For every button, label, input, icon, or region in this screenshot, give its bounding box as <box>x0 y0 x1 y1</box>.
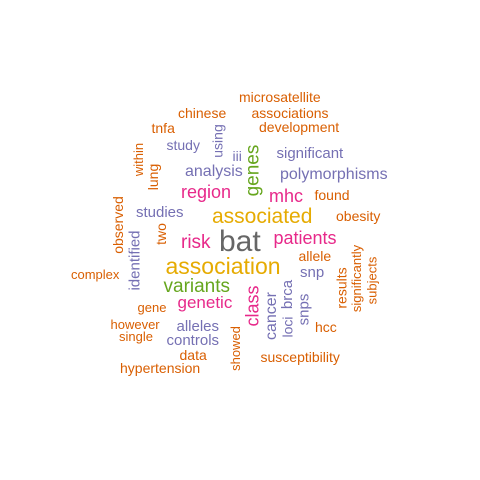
word-genetic: genetic <box>177 292 233 312</box>
word-showed: showed <box>227 325 243 371</box>
word-identified: identified <box>126 229 144 291</box>
word-obesity: obesity <box>336 208 381 224</box>
word-loci: loci <box>279 316 296 338</box>
word-significantly: significantly <box>348 244 364 312</box>
word-observed: observed <box>109 196 126 254</box>
word-bat: bat <box>219 225 261 258</box>
word-using: using <box>209 124 226 158</box>
word-two: two <box>152 223 169 245</box>
word-patients: patients <box>273 228 337 248</box>
word-chinese: chinese <box>178 105 227 121</box>
word-controls: controls <box>166 331 220 349</box>
word-association: association <box>165 252 281 279</box>
word-risk: risk <box>181 231 211 253</box>
word-found: found <box>314 187 350 203</box>
word-tnfa: tnfa <box>151 120 175 136</box>
word-associations: associations <box>251 105 329 121</box>
word-class: class <box>242 285 263 327</box>
word-within: within <box>130 142 146 176</box>
word-study: study <box>166 137 200 153</box>
word-complex: complex <box>71 266 120 282</box>
word-genes: genes <box>242 144 264 196</box>
word-snps: snps <box>295 293 313 325</box>
word-hcc: hcc <box>315 319 337 335</box>
word-snp: snp <box>300 263 325 281</box>
word-microsatellite: microsatellite <box>239 89 321 105</box>
word-polymorphisms: polymorphisms <box>280 166 388 183</box>
word-gene: gene <box>137 299 167 315</box>
word-single: single <box>119 328 153 344</box>
word-variants: variants <box>163 275 231 297</box>
word-associated: associated <box>212 204 313 228</box>
word-subjects: subjects <box>364 256 380 304</box>
word-susceptibility: susceptibility <box>260 349 340 365</box>
word-significant: significant <box>276 144 344 162</box>
word-iii: iii <box>232 148 242 164</box>
word-allele: allele <box>298 248 332 264</box>
word-hypertension: hypertension <box>120 360 201 376</box>
word-mhc: mhc <box>269 186 304 206</box>
word-brca: brca <box>278 279 296 309</box>
word-lung: lung <box>145 163 162 191</box>
word-analysis: analysis <box>185 163 243 180</box>
word-cancer: cancer <box>263 291 281 341</box>
word-studies: studies <box>136 203 184 221</box>
word-data: data <box>179 347 207 363</box>
word-development: development <box>259 119 340 135</box>
word-alleles: alleles <box>176 317 220 335</box>
word-region: region <box>181 182 232 202</box>
word-results: results <box>333 267 350 309</box>
word-however: however <box>110 316 160 332</box>
